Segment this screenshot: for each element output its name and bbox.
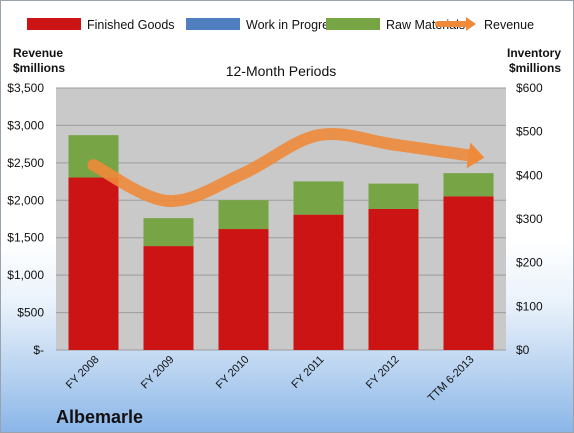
legend-swatch xyxy=(326,18,380,30)
x-tick-label: FY 2010 xyxy=(214,354,252,392)
right-axis-title-line1: Inventory xyxy=(507,46,561,60)
bar-finished-goods xyxy=(293,214,344,350)
revenue-arrowhead xyxy=(466,142,485,169)
x-tick-label: FY 2012 xyxy=(364,354,402,392)
left-tick-label: $1,000 xyxy=(7,268,44,282)
left-tick-label: $3,000 xyxy=(7,118,44,132)
legend-label: Work in Progress xyxy=(246,18,342,32)
right-tick-label: $500 xyxy=(516,125,543,139)
bar-raw-materials xyxy=(443,173,494,197)
left-tick-label: $500 xyxy=(17,306,44,320)
right-axis-title-line2: $millions xyxy=(509,61,561,75)
chart-subtitle: 12-Month Periods xyxy=(226,63,337,79)
bar-finished-goods xyxy=(68,177,119,350)
right-tick-label: $100 xyxy=(516,299,543,313)
plot-area xyxy=(56,88,506,350)
right-tick-label: $400 xyxy=(516,168,543,182)
left-tick-label: $3,500 xyxy=(7,81,44,95)
bar-finished-goods xyxy=(143,246,194,350)
right-tick-label: $300 xyxy=(516,212,543,226)
x-tick-label: FY 2009 xyxy=(139,354,177,392)
left-tick-label: $- xyxy=(33,343,44,357)
company-name: Albemarle xyxy=(56,407,143,427)
revenue-line xyxy=(87,128,475,208)
bar-finished-goods xyxy=(443,196,494,350)
right-tick-label: $0 xyxy=(516,343,530,357)
bar-raw-materials xyxy=(368,183,419,209)
bar-raw-materials xyxy=(293,181,344,215)
bar-finished-goods xyxy=(218,229,269,350)
right-tick-label: $600 xyxy=(516,81,543,95)
legend-swatch xyxy=(27,18,81,30)
left-axis-title-line2: $millions xyxy=(13,61,65,75)
bar-raw-materials xyxy=(143,218,194,247)
left-axis-title-line1: Revenue xyxy=(13,46,63,60)
x-tick-label: FY 2011 xyxy=(289,354,326,391)
x-tick-label: FY 2008 xyxy=(64,354,102,392)
left-tick-label: $2,000 xyxy=(7,193,44,207)
bar-raw-materials xyxy=(218,200,269,230)
legend-swatch xyxy=(186,18,240,30)
bar-finished-goods xyxy=(368,208,419,350)
left-tick-label: $2,500 xyxy=(7,156,44,170)
legend-label: Revenue xyxy=(484,18,534,32)
right-tick-label: $200 xyxy=(516,256,543,270)
legend-arrow-icon xyxy=(466,17,476,31)
legend-label: Finished Goods xyxy=(87,18,175,32)
x-tick-label: TTM 6-2013 xyxy=(426,354,477,405)
left-tick-label: $1,500 xyxy=(7,231,44,245)
